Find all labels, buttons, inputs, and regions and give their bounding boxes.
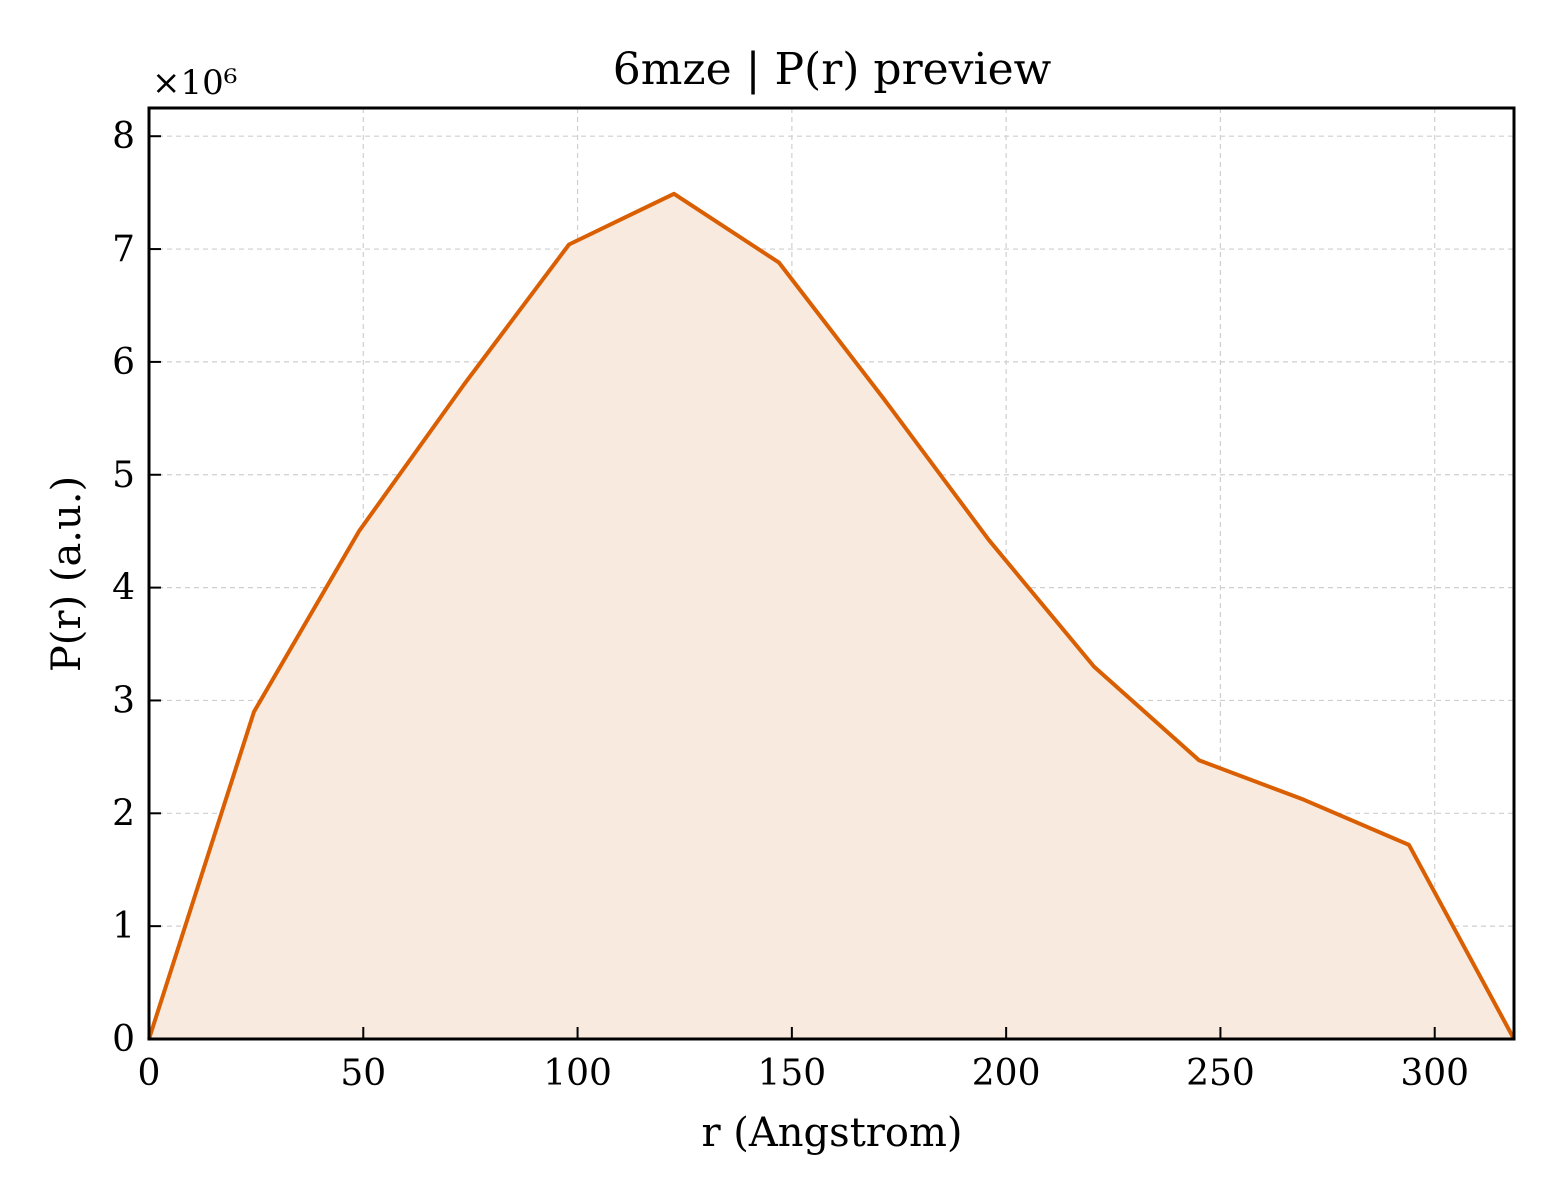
- y-tick-label: 0: [112, 1019, 135, 1060]
- y-tick-label: 3: [112, 680, 135, 721]
- chart-title: 6mze | P(r) preview: [613, 44, 1052, 95]
- y-tick-label: 2: [112, 793, 135, 834]
- y-axis-label: P(r) (a.u.): [44, 476, 90, 672]
- x-tick-label: 0: [138, 1053, 161, 1094]
- x-tick-label: 150: [757, 1053, 826, 1094]
- y-tick-label: 6: [112, 342, 135, 383]
- y-tick-label: 4: [112, 568, 135, 609]
- ticks: 0 50 100 150 200 250 300 0 1 2 3 4 5 6 7 8: [112, 116, 1515, 1094]
- x-tick-label: 200: [972, 1053, 1041, 1094]
- x-tick-label: 300: [1400, 1053, 1469, 1094]
- x-axis-label: r (Angstrom): [701, 1110, 962, 1156]
- x-tick-label: 250: [1186, 1053, 1255, 1094]
- plot-frame: [147, 106, 1516, 1041]
- y-tick-label: 8: [112, 116, 135, 157]
- y-offset-label: ×10⁶: [152, 63, 237, 103]
- x-tick-label: 100: [543, 1053, 612, 1094]
- series-line: [147, 191, 1516, 1040]
- y-tick-label: 1: [112, 906, 135, 947]
- area-fill: [149, 193, 1514, 1040]
- y-tick-label: 7: [112, 229, 135, 270]
- x-tick-label: 50: [340, 1053, 386, 1094]
- y-tick-label: 5: [112, 455, 135, 496]
